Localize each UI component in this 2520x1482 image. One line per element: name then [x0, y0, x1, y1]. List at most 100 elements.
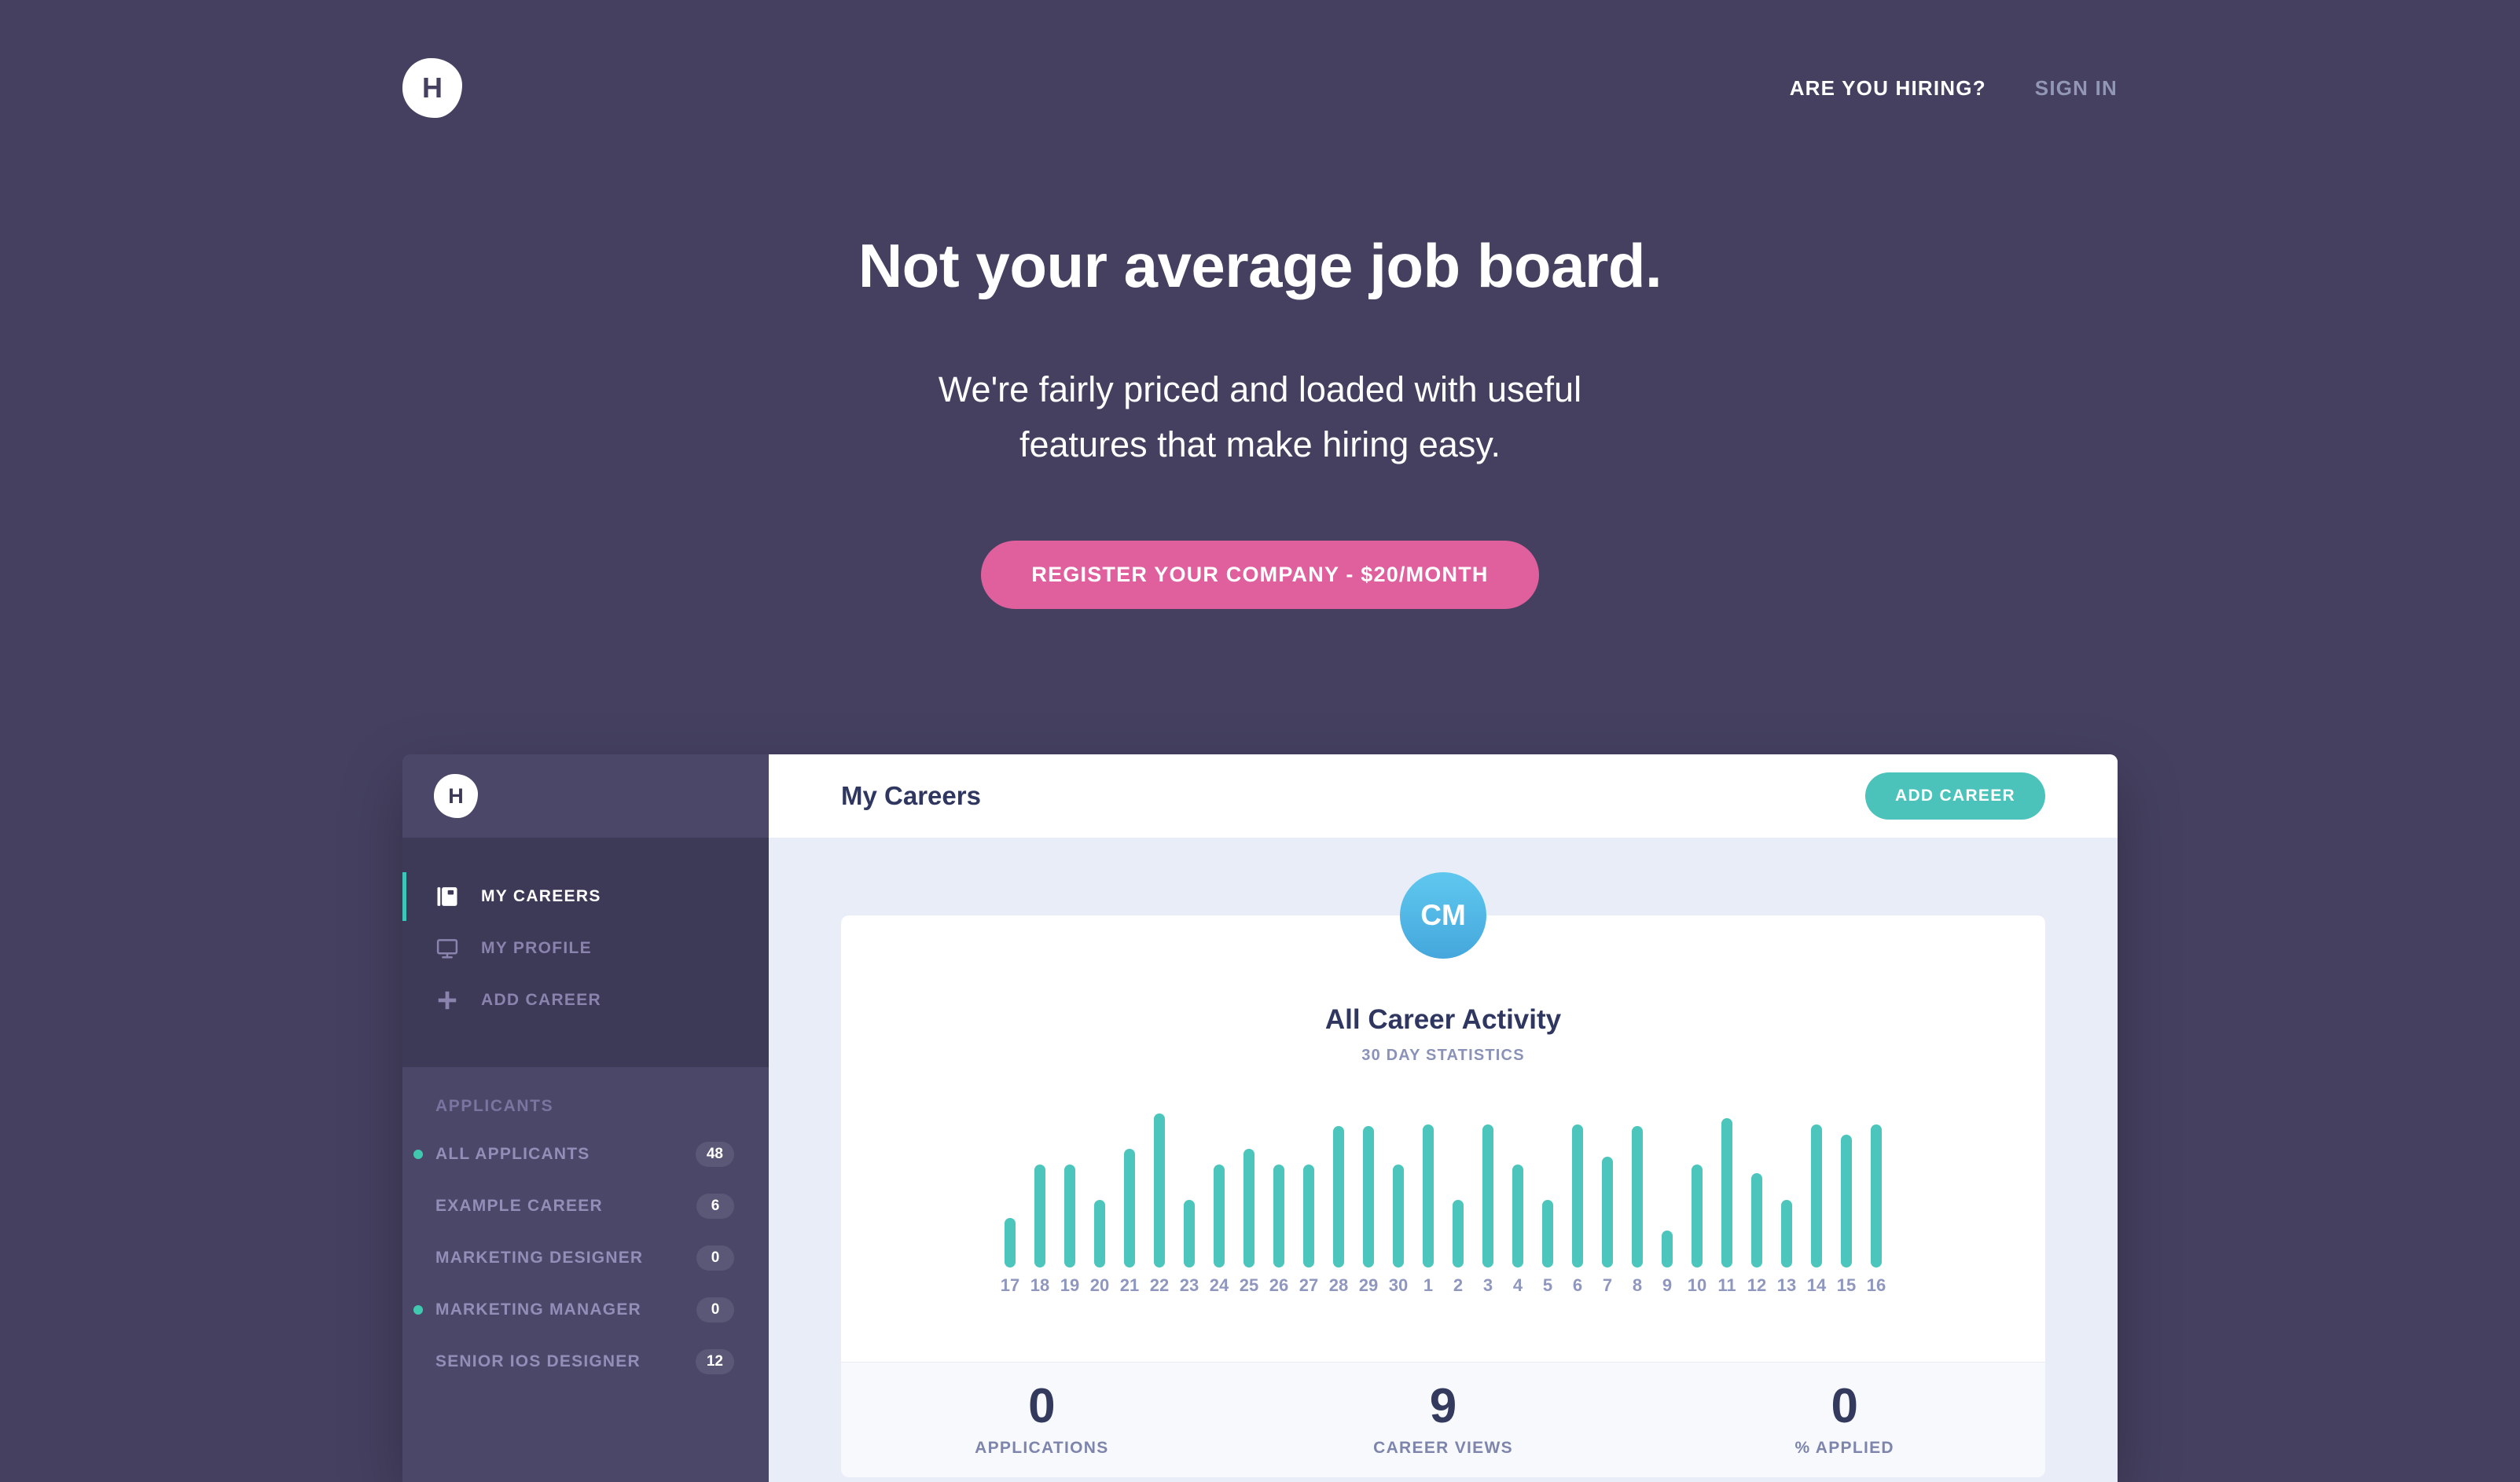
- sidebar-applicant-item[interactable]: ALL APPLICANTS 48: [402, 1128, 769, 1180]
- chart-bar-column: 10: [1682, 1165, 1712, 1296]
- chart-bar-label: 24: [1209, 1275, 1229, 1295]
- chart-bar-label: 30: [1388, 1275, 1409, 1295]
- activity-dot: [413, 1150, 423, 1159]
- count-badge: 48: [695, 1142, 734, 1167]
- chart-bar-column: 12: [1742, 1173, 1772, 1296]
- top-bar: H ARE YOU HIRING? SIGN IN: [402, 58, 2118, 118]
- stat-label: APPLICATIONS: [975, 1439, 1109, 1457]
- chart-bar-label: 11: [1717, 1275, 1736, 1295]
- chart-bar: [1363, 1126, 1374, 1267]
- chart-bar-column: 9: [1652, 1231, 1682, 1296]
- hero-section: Not your average job board. We're fairly…: [402, 232, 2118, 609]
- page-title: My Careers: [841, 781, 981, 810]
- chart-bar-label: 20: [1089, 1275, 1110, 1295]
- chart-bar-column: 30: [1383, 1165, 1413, 1296]
- applicants-section: APPLICANTS ALL APPLICANTS 48 EXAMPLE CAREE…: [402, 1067, 769, 1482]
- chart-bar-column: 26: [1264, 1165, 1294, 1296]
- app-preview-window: H MY CAREERS: [402, 754, 2118, 1482]
- register-company-button[interactable]: REGISTER YOUR COMPANY - $20/MONTH: [981, 541, 1539, 609]
- sidebar-nav: MY CAREERS MY PROFILE ADD CAREER: [402, 838, 769, 1067]
- hero-subtitle-line1: We're fairly priced and loaded with usef…: [938, 369, 1582, 409]
- chart-bar: [1632, 1126, 1643, 1267]
- chart-bar: [1871, 1124, 1882, 1267]
- chart-bar: [1214, 1165, 1225, 1267]
- chart-bar: [1393, 1165, 1404, 1267]
- applicant-item-label: ALL APPLICANTS: [435, 1145, 590, 1163]
- sidebar-applicant-item[interactable]: MARKETING DESIGNER 0: [402, 1232, 769, 1284]
- stat-value: 0: [1028, 1379, 1056, 1433]
- chart-bar-column: 29: [1354, 1126, 1383, 1296]
- active-item-indicator: [402, 872, 406, 921]
- chart-title: All Career Activity: [1324, 1004, 1562, 1035]
- chart-bar-column: 28: [1324, 1126, 1354, 1296]
- chart-bar: [1602, 1157, 1613, 1267]
- sign-in-link[interactable]: SIGN IN: [2034, 75, 2118, 100]
- are-you-hiring-link[interactable]: ARE YOU HIRING?: [1789, 75, 1986, 100]
- chart-bar: [1841, 1135, 1852, 1267]
- chart-bar: [1662, 1231, 1673, 1267]
- brand-logo-letter: H: [422, 72, 443, 104]
- chart-bar-column: 25: [1234, 1149, 1264, 1296]
- career-avatar[interactable]: CM: [1400, 872, 1486, 959]
- chart-bar-label: 12: [1747, 1275, 1767, 1295]
- career-activity-card: CM All Career Activity 30 DAY STATISTICS…: [841, 872, 2045, 1477]
- landing-content: H ARE YOU HIRING? SIGN IN Not your avera…: [402, 0, 2118, 609]
- sidebar-item-add-career[interactable]: ADD CAREER: [402, 974, 769, 1026]
- app-content: CM All Career Activity 30 DAY STATISTICS…: [769, 838, 2118, 1482]
- activity-bar-chart: 17 18 19 20 21 22 23 24 25 26 27 28 29 30 1 2 3 4 5 6 7 8 9 10 1…: [841, 1113, 2045, 1296]
- app-logo[interactable]: H: [434, 774, 478, 818]
- chart-bar: [1303, 1165, 1314, 1267]
- chart-bar-column: 14: [1802, 1124, 1831, 1296]
- chart-bar: [1482, 1124, 1493, 1267]
- hero-subtitle: We're fairly priced and loaded with usef…: [402, 362, 2118, 472]
- chart-bar-label: 18: [1030, 1275, 1050, 1295]
- chart-bar: [1453, 1200, 1464, 1267]
- career-activity-card-body: CM All Career Activity 30 DAY STATISTICS…: [841, 872, 2045, 1362]
- chart-bar: [1333, 1126, 1344, 1267]
- chart-subtitle: 30 DAY STATISTICS: [1361, 1047, 1525, 1064]
- chart-bar: [1572, 1124, 1583, 1267]
- chart-bar-column: 5: [1533, 1200, 1563, 1296]
- chart-bar-label: 21: [1119, 1275, 1140, 1295]
- chart-bar-column: 15: [1831, 1135, 1861, 1296]
- chart-bar-column: 23: [1174, 1200, 1204, 1296]
- sidebar-applicant-item[interactable]: EXAMPLE CAREER 6: [402, 1180, 769, 1232]
- chart-bar: [1423, 1124, 1434, 1267]
- chart-bar-label: 27: [1299, 1275, 1319, 1295]
- hero-subtitle-line2: features that make hiring easy.: [1019, 424, 1501, 464]
- chart-bar-label: 25: [1239, 1275, 1259, 1295]
- chart-bar-label: 16: [1866, 1275, 1886, 1295]
- add-career-button[interactable]: ADD CAREER: [1864, 772, 2045, 820]
- book-icon: [435, 885, 462, 908]
- chart-bar: [1243, 1149, 1254, 1267]
- chart-bar-column: 13: [1772, 1200, 1802, 1296]
- chart-bar-label: 6: [1572, 1275, 1583, 1295]
- chart-bar-column: 20: [1085, 1200, 1115, 1296]
- count-badge: 12: [695, 1349, 734, 1374]
- sidebar-item-my-profile[interactable]: MY PROFILE: [402, 923, 769, 974]
- applicant-item-label: MARKETING DESIGNER: [435, 1249, 644, 1267]
- top-navigation: ARE YOU HIRING? SIGN IN: [1790, 76, 2118, 101]
- app-sidebar: H MY CAREERS: [402, 754, 769, 1482]
- chart-bar-label: 28: [1328, 1275, 1349, 1295]
- chart-bar-label: 1: [1423, 1275, 1434, 1295]
- sidebar-applicant-item[interactable]: SENIOR IOS DESIGNER 12: [402, 1336, 769, 1388]
- chart-bar-column: 1: [1413, 1124, 1443, 1296]
- chart-bar: [1512, 1165, 1523, 1267]
- sidebar-applicant-item[interactable]: MARKETING MANAGER 0: [402, 1284, 769, 1336]
- sidebar-item-my-careers[interactable]: MY CAREERS: [402, 871, 769, 923]
- chart-bar-label: 9: [1662, 1275, 1673, 1295]
- chart-bar-label: 17: [1000, 1275, 1020, 1295]
- applicants-section-header: APPLICANTS: [435, 1097, 554, 1115]
- stat-label: % APPLIED: [1794, 1439, 1894, 1457]
- chart-bar-column: 16: [1861, 1124, 1891, 1296]
- chart-bar: [1692, 1165, 1703, 1267]
- chart-bar-label: 29: [1358, 1275, 1379, 1295]
- brand-logo[interactable]: H: [402, 58, 462, 118]
- chart-bar-label: 22: [1149, 1275, 1170, 1295]
- sidebar-logo-area: H: [402, 754, 769, 838]
- chart-bar-column: 21: [1115, 1149, 1144, 1296]
- chart-bar-column: 22: [1144, 1113, 1174, 1296]
- chart-bar-label: 3: [1482, 1275, 1493, 1295]
- chart-bar-column: 4: [1503, 1165, 1533, 1296]
